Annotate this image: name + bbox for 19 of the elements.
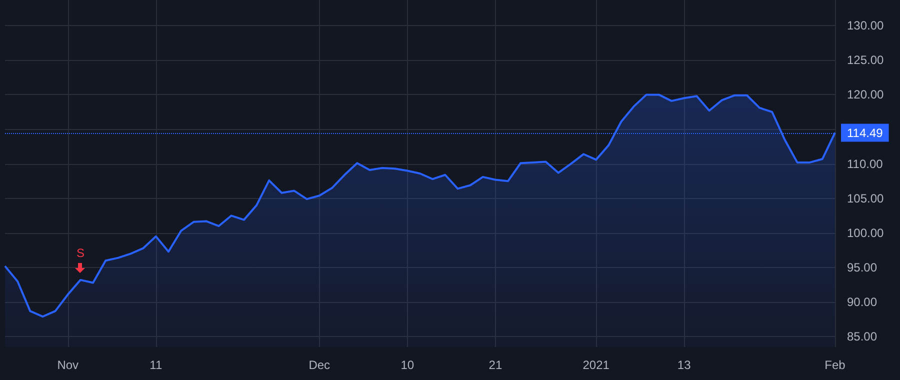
y-tick-label: 95.00	[847, 260, 878, 275]
y-tick-label: 130.00	[847, 18, 884, 33]
ref-line-label: 114.49	[847, 126, 884, 140]
y-tick-label: 85.00	[847, 330, 878, 344]
y-tick-label: 120.00	[847, 88, 884, 102]
x-tick-label: 13	[677, 358, 692, 372]
x-tick-label: 11	[150, 358, 162, 372]
y-tick-label: 90.00	[847, 295, 878, 310]
x-tick-label: Nov	[57, 358, 79, 372]
annotation: S	[75, 246, 86, 260]
x-tick-label: 2021	[582, 358, 610, 372]
y-tick-label: 125.00	[847, 53, 884, 68]
x-tick-label: Dec	[308, 358, 330, 372]
x-tick-label: 10	[400, 358, 414, 372]
x-tick-label: Feb	[824, 358, 846, 372]
x-tick-label: 21	[488, 358, 502, 372]
y-tick-label: 105.00	[847, 191, 884, 206]
y-tick-label: 110.00	[847, 156, 884, 171]
y-tick-label: 100.00	[847, 226, 884, 240]
